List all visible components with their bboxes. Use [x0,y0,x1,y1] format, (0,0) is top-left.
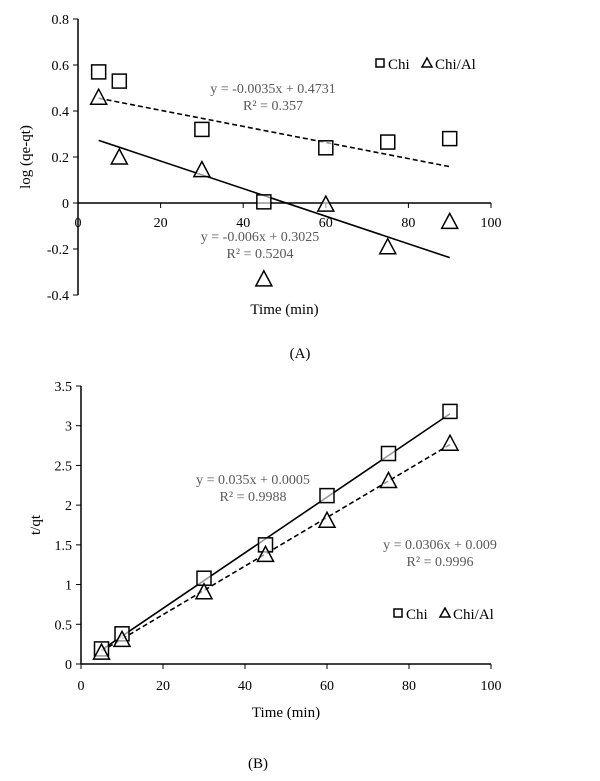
y-tick-label: 0.2 [52,151,70,166]
trendline-r2: R² = 0.357 [243,99,303,114]
data-point-chi [194,121,210,138]
legend-triangle-icon [420,56,434,68]
y-tick-label: -0.2 [47,243,69,258]
legend-label: Chi/Al [453,607,494,623]
x-tick-label: 80 [402,679,416,694]
data-point-chi-al [112,629,132,648]
data-point-chi-al [378,237,397,255]
data-point-chi-al [440,211,459,230]
y-tick-label: 2 [65,499,72,514]
legend-label: Chi/Al [435,57,476,73]
data-point-chi-al [89,87,108,105]
x-tick-label: 40 [236,216,250,231]
trendline-solid [98,139,450,259]
data-point-chi-al [379,470,398,489]
data-point-chi [90,64,107,80]
legend: Chi Chi/Al [393,606,494,623]
data-point-chi-al [256,544,275,563]
legend-label: Chi [388,57,410,73]
y-tick-label: 0.8 [52,13,70,28]
data-point-chi-al [440,433,460,451]
y-axis-title: t/qt [28,514,44,535]
data-point-chi [111,73,128,89]
legend: Chi Chi/Al [375,56,476,73]
trendline-equation: y = 0.0306x + 0.009 [383,538,497,553]
x-tick-label: 20 [156,679,170,694]
y-tick-label: 1 [65,579,72,594]
x-tick-label: 20 [154,216,168,231]
x-tick-label: 100 [481,679,502,694]
y-tick-label: 0 [65,658,72,673]
data-point-chi-al [254,269,274,287]
legend-triangle-icon [438,606,452,618]
chart-panel-b: 0 0.5 1 1.5 2 2.5 3 3.5 0 20 40 60 80 100 Time (min) t/… [28,380,502,772]
data-point-chi-al [194,582,214,600]
chart-panel-a: -0.4 -0.2 0 0.2 0.4 0.6 0.8 0 20 40 60 80 100 Time (m… [18,13,502,362]
x-tick-label: 0 [75,216,82,231]
data-point-chi-al [92,642,111,660]
panel-caption: (B) [248,756,268,772]
data-point-chi [380,445,397,462]
y-axis-title: log (qe-qt) [18,125,34,189]
x-axis-title: Time (min) [250,302,318,318]
y-tick-label: 3.5 [55,380,73,395]
y-tick-label: 0 [62,197,69,212]
y-tick-label: 0.6 [52,59,70,74]
trendline-equation: y = 0.035x + 0.0005 [196,473,310,488]
trendline-dashed [98,97,450,168]
x-axis-title: Time (min) [252,705,320,721]
panel-caption: (A) [290,346,311,362]
data-point-chi-al [317,510,337,528]
trendline-r2: R² = 0.5204 [227,247,294,262]
x-tick-label: 60 [320,679,334,694]
trendline-r2: R² = 0.9988 [220,490,287,505]
legend-square-icon [375,58,385,68]
data-point-chi-al [110,147,129,165]
x-tick-label: 80 [401,216,415,231]
data-point-chi [442,403,458,420]
y-tick-label: 0.5 [55,618,73,633]
y-tick-label: 1.5 [55,539,73,554]
data-point-chi [380,134,396,150]
y-tick-label: 3 [65,420,72,435]
trendline-r2: R² = 0.9996 [407,555,474,570]
trendline-equation: y = -0.006x + 0.3025 [201,230,319,245]
y-tick-label: -0.4 [47,289,69,304]
data-point-chi-al [316,194,336,212]
y-tick-label: 0.4 [52,105,70,120]
data-point-chi [319,487,335,504]
data-point-chi-al [192,160,212,178]
trendline-equation: y = -0.0035x + 0.4731 [210,82,335,97]
data-point-chi [318,140,334,156]
x-tick-label: 60 [319,216,333,231]
legend-label: Chi [406,607,428,623]
x-tick-label: 0 [78,679,85,694]
data-point-chi [441,130,458,147]
x-tick-label: 40 [238,679,252,694]
data-point-chi [256,194,272,210]
x-tick-label: 100 [481,216,502,231]
legend-square-icon [393,608,403,618]
y-tick-label: 2.5 [55,459,73,474]
